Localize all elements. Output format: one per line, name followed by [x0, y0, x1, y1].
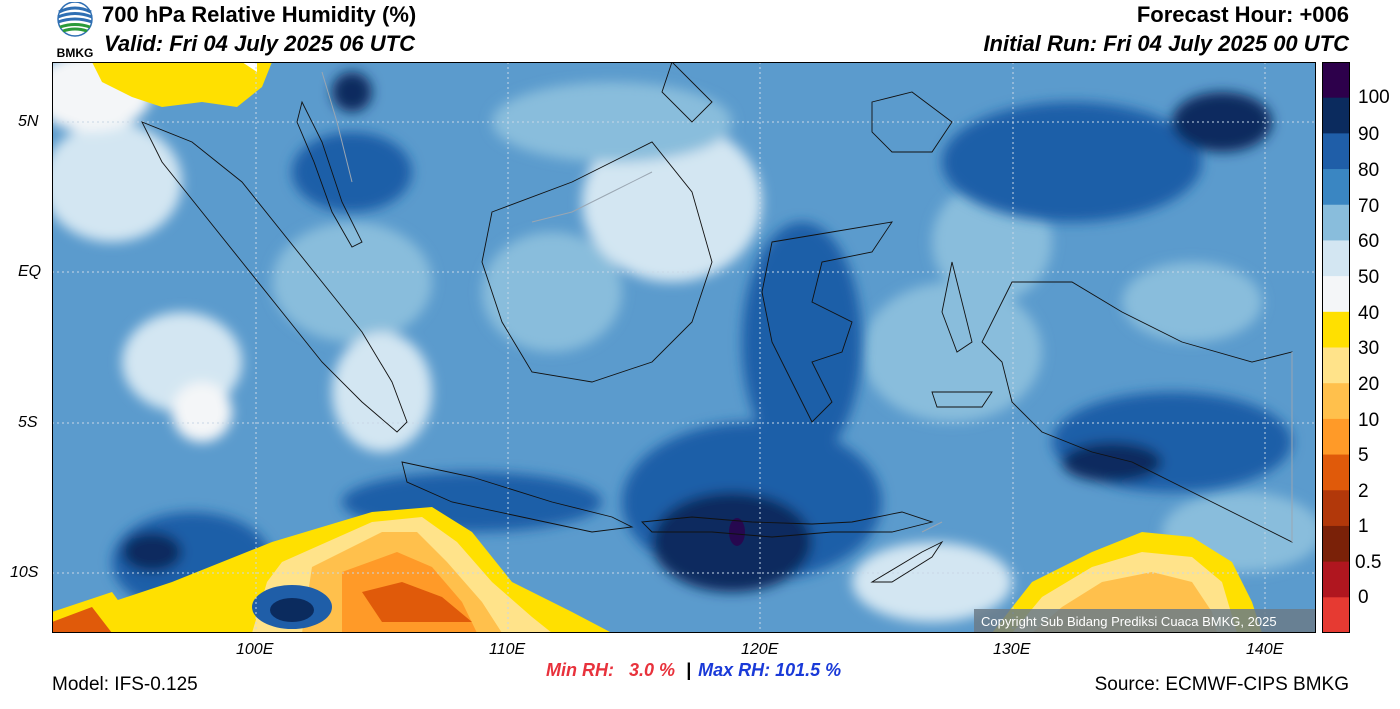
colorbar-segment: [1322, 597, 1350, 634]
lat-tick-5n: 5N: [18, 113, 39, 130]
dry-zone-northwest: [92, 62, 272, 107]
halmahera-coast: [941, 261, 973, 353]
humidity-max-spot: [729, 518, 745, 546]
min-rh-value: 3.0 %: [629, 660, 676, 680]
colorbar-label-0-5: 0.5: [1355, 552, 1382, 573]
lat-tick-5s: 5S: [18, 414, 38, 431]
colorbar-segment: [1322, 561, 1350, 598]
colorbar-label-50: 50: [1358, 267, 1380, 288]
lon-tick-130e: 130E: [993, 641, 1031, 658]
lon-tick-140e: 140E: [1246, 641, 1284, 658]
colorbar-border: [1322, 62, 1350, 633]
coastlines: [141, 62, 1293, 583]
copyright-text: Copyright Sub Bidang Prediksi Cuaca BMKG…: [981, 614, 1277, 629]
map-title: 700 hPa Relative Humidity (%): [102, 2, 417, 27]
colorbar-label-90: 90: [1358, 124, 1380, 145]
colorbar-segment: [1322, 490, 1350, 527]
humidity-map-svg: Copyright Sub Bidang Prediksi Cuaca BMKG…: [52, 62, 1316, 633]
valid-time: Valid: Fri 04 July 2025 06 UTC: [104, 31, 415, 56]
colorbar-label-20: 20: [1358, 374, 1380, 395]
colorbar-segment: [1322, 133, 1350, 170]
humidity-map[interactable]: Copyright Sub Bidang Prediksi Cuaca BMKG…: [52, 62, 1316, 633]
papua-coast: [981, 281, 1293, 543]
lon-tick-100e: 100E: [236, 641, 274, 658]
colorbar-segment: [1322, 418, 1350, 456]
dry-zone-southwest: [52, 507, 612, 633]
mindanao-coast: [871, 91, 953, 153]
sulawesi-coast: [761, 221, 893, 423]
lon-tick-120e: 120E: [741, 641, 779, 658]
lon-tick-110e: 110E: [489, 641, 526, 658]
thailand-border: [321, 71, 353, 183]
bmkg-logo: BMKG: [52, 1, 98, 60]
colorbar-segment: [1322, 62, 1350, 99]
palawan-coast: [661, 62, 713, 123]
country-borders: [321, 71, 1293, 542]
forecast-hour: Forecast Hour: +006: [1136, 2, 1349, 27]
colorbar-label-60: 60: [1358, 231, 1380, 252]
colorbar-label-70: 70: [1358, 196, 1380, 217]
colorbar-label-0: 0: [1358, 587, 1369, 608]
model-label: Model: IFS-0.125: [52, 674, 198, 695]
colorbar-segment: [1322, 240, 1350, 277]
colorbar-label-1: 1: [1358, 516, 1369, 537]
colorbar-label-2: 2: [1358, 481, 1369, 502]
stats-line: Min RH: 3.0 % | Max RH: 101.5 %: [546, 660, 841, 681]
colorbar-segment: [1322, 383, 1350, 420]
colorbar-label-30: 30: [1358, 338, 1380, 359]
colorbar-label-40: 40: [1358, 303, 1380, 324]
colorbar-label-5: 5: [1358, 445, 1369, 466]
colorbar-segment: [1322, 204, 1350, 241]
graticule: [52, 62, 1316, 633]
colorbar-segment: [1322, 454, 1350, 491]
colorbar-segment: [1322, 347, 1350, 384]
borneo-border: [531, 171, 653, 223]
malay-coast: [296, 100, 363, 248]
colorbar-segment: [1322, 276, 1350, 313]
colorbar-label-10: 10: [1358, 410, 1380, 431]
initial-run: Initial Run: Fri 04 July 2025 00 UTC: [983, 31, 1349, 56]
min-rh-label: Min RH:: [546, 660, 614, 680]
stats-separator: |: [686, 660, 692, 680]
nusa-tenggara-coast: [641, 511, 934, 538]
seram-coast: [931, 391, 993, 408]
map-border: [52, 62, 1316, 633]
java-coast: [401, 461, 634, 533]
source-label: Source: ECMWF-CIPS BMKG: [1094, 674, 1349, 695]
timor-coast: [870, 540, 944, 583]
copyright-box: [974, 609, 1316, 633]
colorbar-label-80: 80: [1358, 160, 1380, 181]
colorbar: [1322, 62, 1350, 634]
colorbar-segment: [1322, 525, 1350, 563]
sumatra-coast: [141, 121, 408, 433]
timor-border: [921, 521, 943, 533]
borneo-coast: [481, 141, 713, 383]
lat-tick-10s: 10S: [10, 564, 39, 581]
colorbar-segment: [1322, 97, 1350, 134]
colorbar-label-100: 100: [1358, 87, 1390, 108]
lat-tick-eq: EQ: [18, 263, 42, 280]
logo-text: BMKG: [57, 46, 94, 60]
max-rh: Max RH: 101.5 %: [698, 660, 842, 680]
colorbar-segment: [1322, 311, 1350, 348]
colorbar-segment: [1322, 169, 1350, 206]
colorbar-svg: [1322, 62, 1350, 634]
